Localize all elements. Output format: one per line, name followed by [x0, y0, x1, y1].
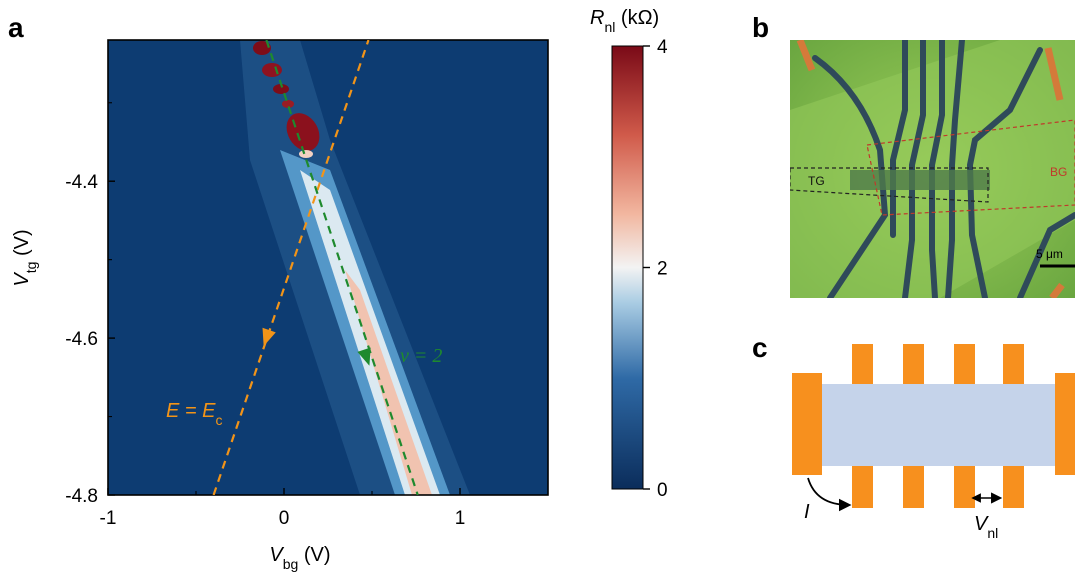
overlay-arrow-1	[357, 347, 371, 366]
device-micrograph	[790, 40, 1075, 298]
blob	[282, 100, 294, 108]
x-axis-title-main: V	[269, 544, 284, 566]
colorbar-tick-label: 4	[657, 37, 668, 58]
blob	[253, 41, 271, 55]
scale-bar-label: 5 μm	[1036, 247, 1063, 261]
x-axis-title-unit: (V)	[298, 544, 330, 566]
y-tick-label: -4.4	[65, 172, 98, 193]
x-axis-title: Vbg (V)	[269, 544, 330, 572]
blob	[299, 150, 313, 158]
x-tick-label: 0	[279, 508, 290, 529]
plot-frame	[107, 39, 549, 496]
panel-label-b: b	[752, 12, 769, 43]
y-axis-title: Vtg (V)	[11, 229, 39, 286]
y-axis-title-sub: tg	[23, 262, 39, 274]
tg-outline	[790, 167, 989, 203]
voltage-probe-top	[903, 344, 924, 384]
colorbar-title-sub: nl	[604, 19, 615, 35]
colorbar-title-unit: (kΩ)	[615, 7, 659, 29]
voltage-probe-bottom	[954, 466, 975, 508]
bg-outline	[866, 119, 1075, 216]
blob	[262, 63, 282, 77]
bg-label: BG	[1050, 165, 1067, 179]
voltage-probe-bottom	[903, 466, 924, 508]
y-tick-label: -4.6	[65, 329, 98, 350]
line-label-e-ec-main: E = E	[166, 400, 216, 422]
resistance-band-core	[345, 270, 432, 495]
panel-label-c: c	[752, 332, 768, 363]
voltage-probe-top	[954, 344, 975, 384]
contact-lead	[1044, 47, 1064, 101]
tg-label: TG	[808, 174, 825, 188]
overlay-arrow-0	[262, 327, 276, 347]
x-axis-title-sub: bg	[283, 556, 299, 572]
colorbar-ticks: 0 2 4	[643, 37, 668, 501]
heatmap-features	[240, 40, 470, 495]
hall-bar-channel	[795, 384, 1075, 466]
x-tick-label: 1	[455, 508, 466, 529]
blob	[273, 84, 289, 94]
hall-bar-schematic	[792, 344, 1075, 508]
voltage-label: Vnl	[974, 513, 998, 541]
electrodes	[812, 40, 1075, 298]
overlay-line-0	[212, 40, 370, 495]
colorbar: 0 2 4 Rnl (kΩ)	[590, 7, 668, 501]
line-label-nu2: ν = 2	[400, 345, 442, 367]
line-label-e-ec: E = Ec	[166, 400, 222, 428]
x-tick-label: -1	[100, 508, 117, 529]
voltage-probe-top	[852, 344, 873, 384]
contact-lead	[796, 40, 816, 72]
overlay-lines	[212, 40, 419, 495]
y-axis-title-unit: (V)	[11, 229, 33, 261]
heatmap-plot: -1 0 1 -4.8 -4.6 -4.4 E = Ec ν = 2 Vbg (V) Vt…	[11, 39, 549, 572]
axis-tick-labels: -1 0 1 -4.8 -4.6 -4.4	[65, 172, 465, 529]
channel-bar	[850, 170, 990, 190]
contact-lead	[1049, 282, 1065, 298]
current-label: I	[804, 501, 810, 523]
overlay-arrows	[262, 327, 371, 366]
colorbar-tick-label: 2	[657, 259, 668, 280]
colorbar-gradient	[611, 45, 644, 490]
y-tick-label: -4.8	[65, 486, 98, 507]
colorbar-title-main: R	[590, 7, 604, 29]
colorbar-tick-label: 0	[657, 480, 668, 501]
y-axis-title-main: V	[11, 272, 33, 287]
overlay-line-1	[265, 40, 419, 495]
voltage-label-sub: nl	[987, 525, 998, 541]
source-contact	[792, 373, 822, 475]
voltage-probe-bottom	[852, 466, 873, 508]
voltage-probe-top	[1003, 344, 1024, 384]
line-label-e-ec-sub: c	[215, 412, 222, 428]
panel-label-a: a	[8, 12, 24, 43]
voltage-label-main: V	[974, 513, 989, 535]
axis-ticks	[107, 102, 461, 496]
colorbar-title: Rnl (kΩ)	[590, 7, 659, 35]
current-arrow	[807, 477, 852, 512]
voltage-probe-bottom	[1003, 466, 1024, 508]
drain-contact	[1055, 373, 1075, 475]
